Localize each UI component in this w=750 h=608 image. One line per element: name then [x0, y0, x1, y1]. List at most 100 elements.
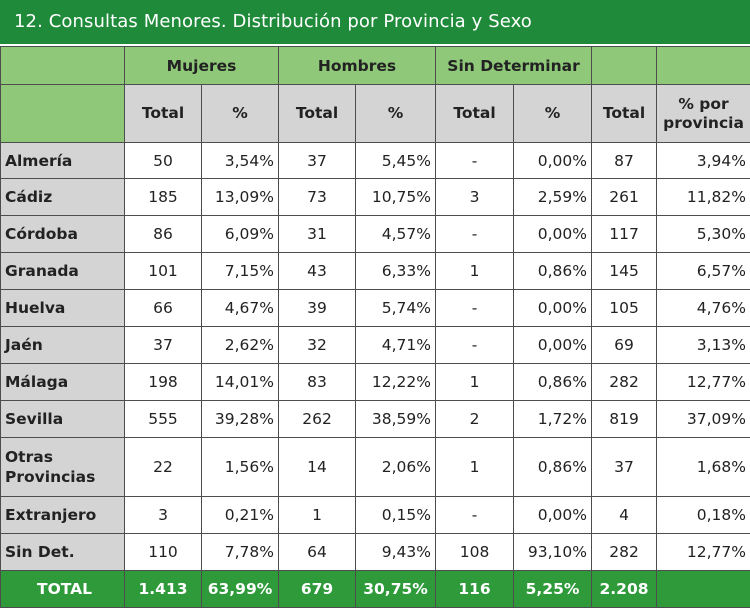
- row-province-label: Málaga: [1, 364, 125, 401]
- table-cell: 3: [125, 497, 202, 534]
- header-corner-sub: [1, 85, 125, 143]
- table-cell: 43: [279, 253, 356, 290]
- col-hombres-percent: %: [356, 85, 436, 143]
- table-cell: 3,94%: [657, 143, 750, 179]
- row-province-label: Córdoba: [1, 216, 125, 253]
- table-cell: 819: [592, 401, 657, 438]
- table-cell: 145: [592, 253, 657, 290]
- table-cell: 50: [125, 143, 202, 179]
- table-cell: 6,09%: [202, 216, 279, 253]
- table-cell: 14: [279, 438, 356, 497]
- table-cell: 39: [279, 290, 356, 327]
- table-cell: 4,76%: [657, 290, 750, 327]
- table-cell: 93,10%: [514, 534, 592, 571]
- table-cell: 1: [436, 364, 514, 401]
- table-cell: 0,86%: [514, 253, 592, 290]
- table-cell: 7,78%: [202, 534, 279, 571]
- table-cell: 105: [592, 290, 657, 327]
- table-cell: 11,82%: [657, 179, 750, 216]
- group-mujeres: Mujeres: [125, 47, 279, 85]
- header-corner: [1, 47, 125, 85]
- table-cell: 1,56%: [202, 438, 279, 497]
- table-cell: 37: [125, 327, 202, 364]
- row-province-label: Almería: [1, 143, 125, 179]
- table-cell: 66: [125, 290, 202, 327]
- table-cell: 12,22%: [356, 364, 436, 401]
- table-cell: 185: [125, 179, 202, 216]
- table-cell: 4,57%: [356, 216, 436, 253]
- total-label: TOTAL: [1, 571, 125, 608]
- table-cell: 3,13%: [657, 327, 750, 364]
- table-cell: -: [436, 290, 514, 327]
- table-cell: 0,86%: [514, 364, 592, 401]
- table-cell: 282: [592, 364, 657, 401]
- table-cell: 1: [436, 438, 514, 497]
- table-cell: 0,00%: [514, 143, 592, 179]
- row-province-label: Granada: [1, 253, 125, 290]
- col-mujeres-percent: %: [202, 85, 279, 143]
- col-hombres-total: Total: [279, 85, 356, 143]
- table-cell: 4,71%: [356, 327, 436, 364]
- table-cell: 37: [279, 143, 356, 179]
- col-mujeres-total: Total: [125, 85, 202, 143]
- table-cell: 0,86%: [514, 438, 592, 497]
- total-cell: 63,99%: [202, 571, 279, 608]
- table-cell: 0,18%: [657, 497, 750, 534]
- table-cell: 5,30%: [657, 216, 750, 253]
- table-cell: 5,74%: [356, 290, 436, 327]
- group-blank-total: [592, 47, 657, 85]
- table-cell: 69: [592, 327, 657, 364]
- total-cell: 679: [279, 571, 356, 608]
- total-cell: 1.413: [125, 571, 202, 608]
- table-cell: 108: [436, 534, 514, 571]
- row-province-label: Sin Det.: [1, 534, 125, 571]
- table-cell: 87: [592, 143, 657, 179]
- table-cell: 0,00%: [514, 497, 592, 534]
- table-cell: 12,77%: [657, 364, 750, 401]
- table-cell: 4: [592, 497, 657, 534]
- table-cell: 101: [125, 253, 202, 290]
- table-cell: 6,57%: [657, 253, 750, 290]
- table-cell: 4,67%: [202, 290, 279, 327]
- table-cell: 86: [125, 216, 202, 253]
- row-province-label: Huelva: [1, 290, 125, 327]
- table-cell: 282: [592, 534, 657, 571]
- table-cell: 262: [279, 401, 356, 438]
- table-cell: 10,75%: [356, 179, 436, 216]
- table-cell: 1: [279, 497, 356, 534]
- table-cell: 9,43%: [356, 534, 436, 571]
- table-cell: 22: [125, 438, 202, 497]
- table-cell: 73: [279, 179, 356, 216]
- table-cell: 261: [592, 179, 657, 216]
- table-cell: 12,77%: [657, 534, 750, 571]
- col-percent-provincia: % por provincia: [657, 85, 750, 143]
- header-group-row: Mujeres Hombres Sin Determinar: [1, 47, 750, 85]
- table-cell: -: [436, 497, 514, 534]
- table-cell: 0,21%: [202, 497, 279, 534]
- table-cell: 0,00%: [514, 327, 592, 364]
- row-province-label: Otras Provincias: [1, 438, 125, 497]
- total-cell: 5,25%: [514, 571, 592, 608]
- total-cell: 116: [436, 571, 514, 608]
- table-cell: 3,54%: [202, 143, 279, 179]
- table-cell: 5,45%: [356, 143, 436, 179]
- table-cell: 555: [125, 401, 202, 438]
- table-cell: 1,68%: [657, 438, 750, 497]
- table-cell: 13,09%: [202, 179, 279, 216]
- table-cell: 198: [125, 364, 202, 401]
- table-cell: 6,33%: [356, 253, 436, 290]
- table-cell: 2,59%: [514, 179, 592, 216]
- group-blank-percent: [657, 47, 750, 85]
